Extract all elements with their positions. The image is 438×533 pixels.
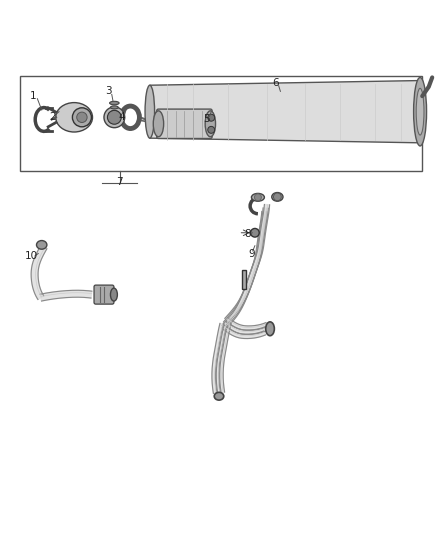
Circle shape: [273, 193, 281, 201]
Ellipse shape: [109, 112, 120, 116]
Ellipse shape: [205, 111, 215, 137]
Ellipse shape: [110, 288, 117, 301]
Ellipse shape: [110, 106, 118, 109]
Ellipse shape: [111, 110, 117, 113]
Text: 3: 3: [106, 86, 112, 96]
Ellipse shape: [56, 103, 92, 132]
Ellipse shape: [121, 106, 139, 128]
Ellipse shape: [416, 88, 424, 135]
Ellipse shape: [251, 193, 265, 201]
Ellipse shape: [413, 77, 427, 146]
Polygon shape: [150, 80, 420, 143]
Circle shape: [77, 112, 87, 123]
Text: 5: 5: [203, 115, 209, 125]
Polygon shape: [222, 212, 267, 329]
Circle shape: [72, 108, 92, 127]
FancyBboxPatch shape: [157, 109, 212, 139]
Circle shape: [208, 126, 215, 133]
Text: 7: 7: [116, 177, 123, 187]
Ellipse shape: [110, 101, 119, 105]
FancyBboxPatch shape: [94, 285, 114, 304]
Ellipse shape: [104, 107, 125, 128]
Circle shape: [254, 194, 261, 201]
Bar: [242, 270, 246, 289]
Polygon shape: [31, 245, 47, 300]
Text: 1: 1: [30, 91, 36, 101]
Ellipse shape: [266, 322, 274, 336]
Polygon shape: [219, 322, 231, 393]
Circle shape: [107, 110, 121, 124]
Text: 10: 10: [25, 251, 38, 261]
Polygon shape: [225, 205, 270, 322]
Text: 2: 2: [49, 112, 56, 122]
Polygon shape: [215, 323, 228, 393]
Polygon shape: [223, 208, 268, 325]
Polygon shape: [224, 322, 267, 334]
Text: 9: 9: [248, 248, 255, 259]
Ellipse shape: [36, 240, 47, 249]
Ellipse shape: [214, 392, 224, 400]
Text: 8: 8: [244, 229, 251, 239]
Polygon shape: [212, 324, 224, 393]
Circle shape: [251, 229, 259, 237]
Polygon shape: [223, 326, 265, 338]
Ellipse shape: [145, 85, 155, 138]
Bar: [20, 76, 422, 172]
Text: 4: 4: [118, 112, 125, 122]
Ellipse shape: [153, 111, 164, 137]
Text: 6: 6: [272, 78, 279, 88]
Polygon shape: [225, 318, 268, 330]
Ellipse shape: [272, 192, 283, 201]
Polygon shape: [40, 290, 92, 301]
Circle shape: [208, 114, 215, 121]
